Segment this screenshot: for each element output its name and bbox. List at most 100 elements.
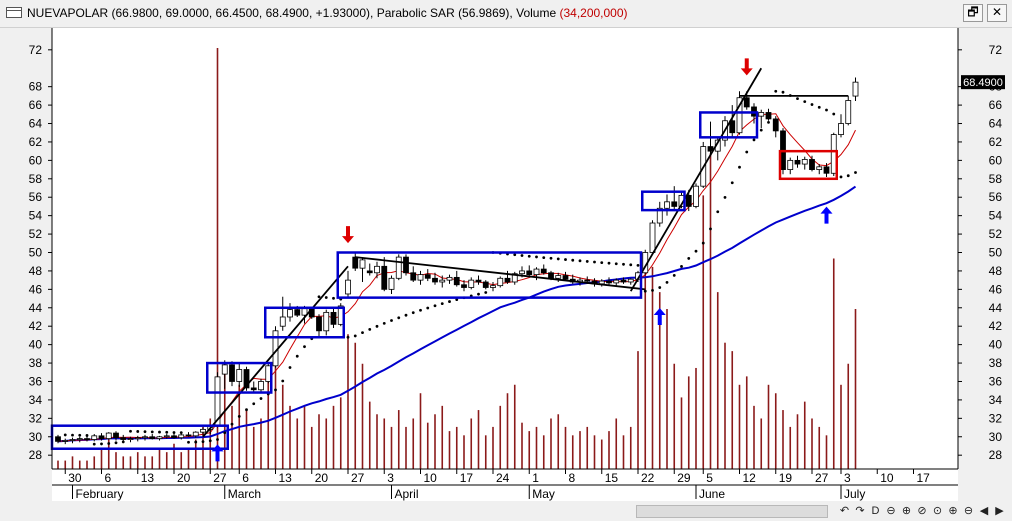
candle-body (395, 256, 402, 279)
candle-body (729, 120, 736, 134)
candle-body (105, 432, 112, 439)
x-month-label: April (395, 487, 419, 501)
sar-dot (136, 430, 140, 433)
candle-body (838, 123, 844, 135)
x-day-label: 20 (315, 471, 329, 485)
y-tick-label-right: 32 (989, 411, 1003, 425)
candle-body (671, 201, 678, 207)
sar-dot (288, 366, 292, 369)
toolbar-button[interactable]: ⊙ (932, 505, 943, 517)
sar-dot (643, 289, 647, 293)
x-day-label: 27 (351, 471, 365, 485)
sar-dot (121, 440, 125, 444)
trendline (202, 265, 349, 438)
candle-body (606, 280, 612, 284)
sar-dot (426, 306, 430, 310)
candle-body (743, 97, 750, 108)
y-tick-label-right: 52 (989, 227, 1003, 241)
x-month-label: March (228, 487, 261, 501)
candle-body (84, 438, 90, 440)
sar-dot (527, 254, 531, 258)
y-tick-label-left: 46 (29, 282, 43, 296)
restore-button[interactable]: 🗗 (963, 4, 983, 22)
toolbar-button[interactable]: ↷ (855, 505, 865, 517)
sar-dot (361, 331, 364, 334)
y-tick-label-right: 46 (989, 282, 1003, 296)
sar-dot (150, 430, 154, 434)
y-tick-label-left: 72 (29, 43, 43, 57)
candle-body (555, 275, 562, 279)
y-tick-label-right: 60 (989, 153, 1003, 167)
arrow-down-icon (740, 58, 753, 76)
sar-dot (85, 434, 89, 437)
y-tick-label-left: 66 (29, 98, 43, 112)
candle-body (548, 272, 554, 279)
candle-body (55, 436, 61, 442)
sar-dot (614, 262, 618, 266)
sar-dot (781, 90, 785, 94)
toolbar-button[interactable]: ⊖ (886, 505, 896, 517)
sar-dot (107, 442, 111, 445)
sar-dot (114, 441, 118, 445)
candle-body (816, 166, 823, 170)
candle-body (410, 272, 417, 281)
x-day-label: 10 (880, 471, 894, 485)
candle-body (707, 146, 714, 152)
sar-dot (658, 286, 662, 289)
candle-body (381, 265, 388, 290)
y-tick-label-right: 64 (989, 117, 1003, 131)
annotation-box (778, 149, 838, 181)
toolbar-button[interactable]: ⊕ (901, 505, 912, 517)
toolbar-button[interactable]: ◀ (979, 505, 989, 517)
y-tick-label-left: 60 (29, 153, 43, 167)
sar-dot (201, 440, 205, 444)
y-tick-label-right: 38 (989, 356, 1003, 370)
arrow-up-icon (653, 307, 666, 325)
toolbar-button[interactable]: ↶ (839, 505, 850, 517)
sar-dot (796, 97, 799, 101)
candle-body (852, 81, 859, 97)
sar-dot (578, 259, 582, 263)
sar-dot (846, 174, 850, 178)
sar-dot (78, 433, 82, 437)
candle-body (91, 435, 98, 440)
x-month-label: May (532, 487, 555, 501)
x-month-label: June (699, 487, 725, 501)
sar-dot (839, 175, 843, 179)
sar-dot (397, 316, 401, 320)
candle-body (801, 159, 808, 165)
sar-dot (194, 440, 198, 444)
toolbar-button[interactable]: D (871, 505, 880, 517)
toolbar-button[interactable]: ⊘ (917, 505, 927, 517)
candle-body (613, 279, 620, 284)
y-tick-label-right: 72 (989, 43, 1003, 57)
sar-dot (375, 324, 379, 328)
candle-body (316, 316, 322, 332)
x-day-label: 3 (387, 471, 394, 485)
sar-dot (745, 150, 749, 154)
sar-dot (759, 128, 763, 132)
toolbar-button[interactable]: ▶ (995, 505, 1004, 517)
sar-dot (564, 258, 567, 261)
sar-dot (237, 415, 241, 418)
close-button[interactable]: ✕ (987, 4, 1007, 22)
toolbar-button[interactable]: ⊖ (963, 505, 974, 517)
sar-dot (63, 433, 67, 437)
sar-dot (803, 100, 807, 104)
sar-dot (179, 431, 183, 435)
sar-dot (259, 397, 263, 400)
sar-dot (158, 430, 161, 434)
horizontal-scrollbar[interactable] (636, 505, 828, 518)
toolbar-button[interactable]: ⊕ (948, 505, 958, 517)
plot-area (52, 28, 958, 469)
sar-dot (593, 260, 596, 264)
status-bar: ↶ ↷ D ⊖ ⊕ ⊘ ⊙ ⊕ ⊖ ◀ ▶ (0, 502, 1012, 521)
candle-body (156, 436, 163, 439)
x-day-label: 30 (68, 471, 82, 485)
sar-dot (404, 313, 408, 317)
candle-body (374, 265, 380, 274)
candle-body (221, 364, 228, 375)
x-day-label: 17 (460, 471, 474, 485)
x-day-label: 3 (844, 471, 851, 485)
